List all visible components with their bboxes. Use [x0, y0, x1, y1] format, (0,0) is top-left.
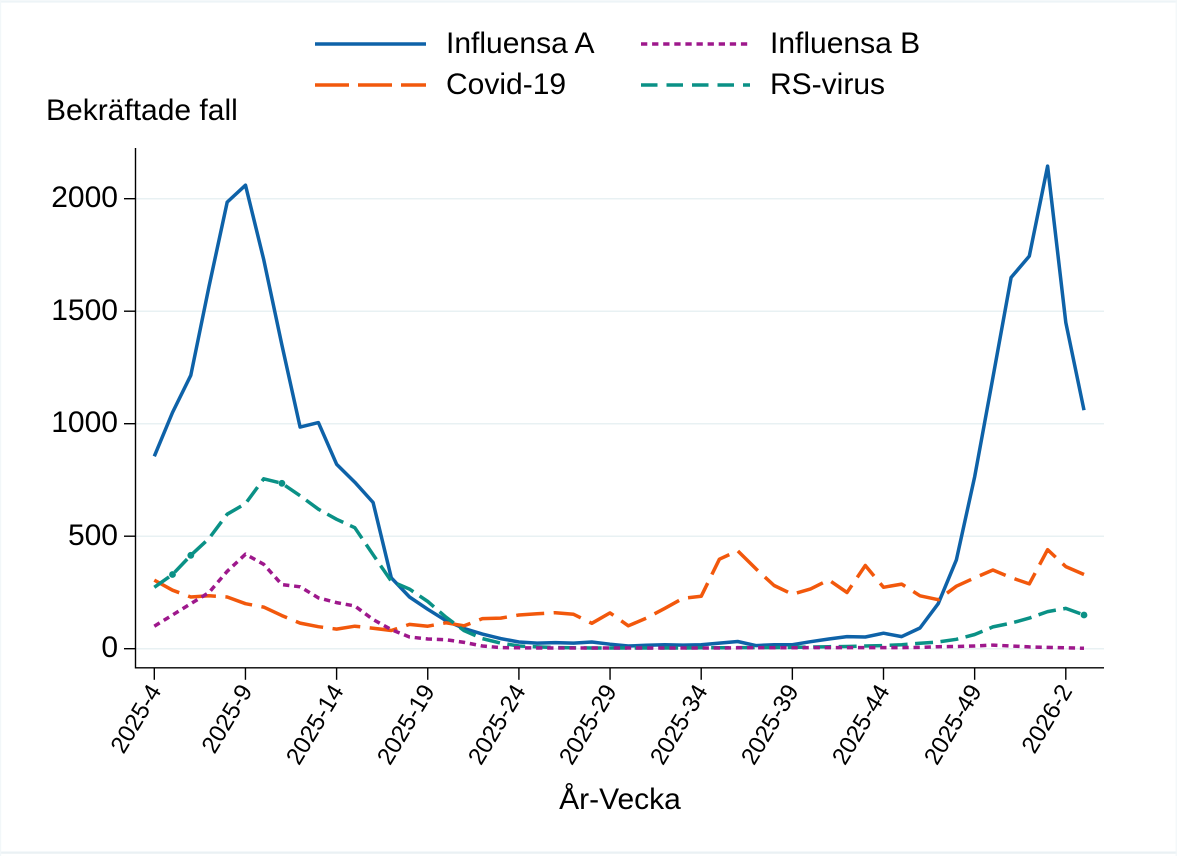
- y-tick-label-1500: 1500: [51, 293, 118, 327]
- series-marker-rs-virus-2025-5: [169, 571, 176, 578]
- legend-swatch-covid-19: [315, 83, 426, 87]
- y-tick-label-1000: 1000: [51, 406, 118, 440]
- series-line-influensa-a: [152, 164, 1086, 648]
- series-marker-rs-virus-2025-6: [187, 551, 195, 559]
- series-line-rs-virus: [153, 477, 1085, 650]
- series-line-covid-19: [153, 547, 1085, 633]
- legend-label-influensa-b: Influensa B: [770, 27, 921, 60]
- legend-label-influensa-a: Influensa A: [446, 27, 595, 60]
- axis-lines: [134, 148, 1104, 669]
- series-marker-rs-virus-2026-3: [1080, 611, 1088, 619]
- y-tick-label-500: 500: [67, 518, 118, 552]
- y-tick-label-0: 0: [101, 631, 118, 665]
- legend-swatch-influensa-a: [315, 42, 426, 46]
- legend-swatch-influensa-b: [641, 42, 750, 46]
- y-tick-label-2000: 2000: [51, 181, 118, 215]
- series-marker-rs-virus-2025-11: [278, 479, 286, 487]
- legend-label-rs-virus: RS-virus: [770, 68, 886, 101]
- y-axis-title: Bekräftade fall: [46, 94, 238, 127]
- legend-label-covid-19: Covid-19: [446, 68, 567, 101]
- x-axis-title: År-Vecka: [559, 783, 681, 816]
- legend-swatch-rs-virus: [641, 83, 750, 87]
- series-line-influensa-b: [153, 552, 1085, 651]
